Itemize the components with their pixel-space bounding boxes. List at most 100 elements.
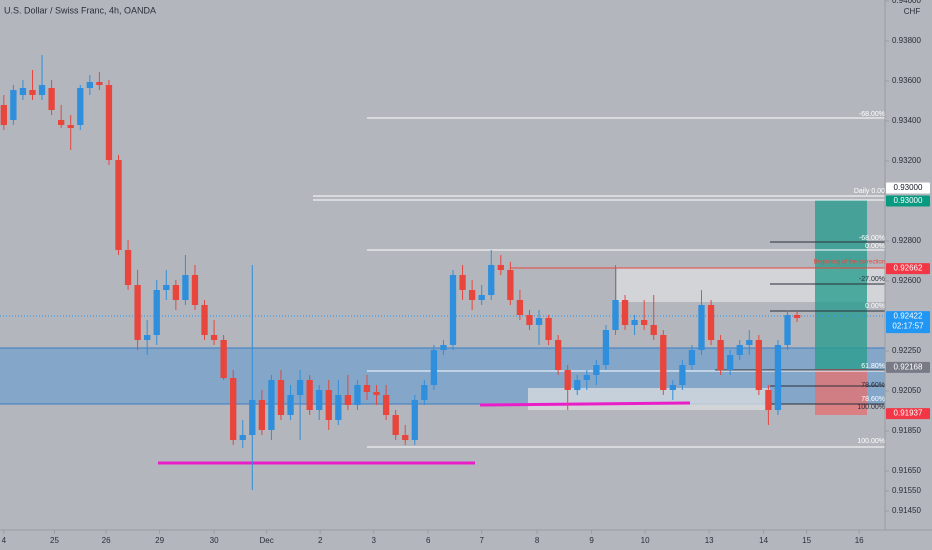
candle-body xyxy=(363,385,371,392)
y-tick-label: 0.91650 xyxy=(892,466,921,475)
candle-body xyxy=(669,385,676,390)
candle-body xyxy=(172,285,180,300)
currency: CHF xyxy=(904,7,921,16)
price-label: 0.92422 xyxy=(894,312,923,321)
x-tick-label: 6 xyxy=(426,536,431,545)
y-tick-label: 0.93400 xyxy=(892,116,921,125)
candle-body xyxy=(545,318,552,340)
candle-body xyxy=(516,300,524,315)
candle-body xyxy=(77,88,84,125)
x-tick-label: 26 xyxy=(102,536,111,545)
candle-body xyxy=(593,365,600,375)
y-tick-label: 0.92250 xyxy=(892,346,921,355)
x-tick-label: 29 xyxy=(155,536,164,545)
x-tick-label: Dec xyxy=(260,536,274,545)
candle-body xyxy=(430,350,438,385)
candle-body xyxy=(144,335,151,340)
candle-body xyxy=(602,330,610,365)
candle-body xyxy=(58,120,65,125)
fib-label: 100.00% xyxy=(857,404,885,411)
price-label-box xyxy=(886,408,930,420)
candle-body xyxy=(478,295,485,300)
candle-body xyxy=(287,395,294,415)
candle-body xyxy=(727,355,734,370)
candle-body xyxy=(468,290,476,300)
candle-body xyxy=(296,380,304,395)
price-label-box xyxy=(886,195,930,207)
y-tick-label: 0.91550 xyxy=(892,486,921,495)
x-tick-label: 30 xyxy=(210,536,219,545)
candle-body xyxy=(29,90,36,95)
candle-body xyxy=(411,400,418,440)
price-label-box xyxy=(886,311,930,334)
candle-body xyxy=(382,395,390,415)
candle-body xyxy=(105,85,113,160)
candles xyxy=(0,55,801,490)
candle-body xyxy=(67,125,74,128)
x-tick-label: 2 xyxy=(318,536,323,545)
candle-body xyxy=(86,82,93,88)
price-label: 0.93000 xyxy=(894,196,923,205)
fib-lines-dark xyxy=(715,241,885,405)
candle-body xyxy=(153,290,160,335)
candle-body xyxy=(316,390,323,410)
annotation: Beginning of the correction xyxy=(814,260,885,266)
x-tick-label: 8 xyxy=(535,536,540,545)
y-tick-label: 0.93800 xyxy=(892,36,921,45)
x-tick-label: 14 xyxy=(759,536,768,545)
price-label: 0.93000 xyxy=(894,183,923,192)
candle-body xyxy=(449,275,457,345)
price-label: 0.91937 xyxy=(894,409,923,418)
candle-body xyxy=(660,335,667,390)
candle-body xyxy=(182,275,189,300)
candle-body xyxy=(249,400,256,435)
candle-body xyxy=(373,392,380,395)
candle-body xyxy=(459,275,466,290)
candle-body xyxy=(736,345,743,355)
x-tick-label: 3 xyxy=(371,536,376,545)
candle-body xyxy=(535,318,543,325)
candle-body xyxy=(48,88,55,110)
candle-body xyxy=(201,305,208,335)
y-tick-label: 0.94000 xyxy=(892,0,921,5)
candle-body xyxy=(774,345,782,410)
candle-body xyxy=(641,320,648,325)
candle-body xyxy=(440,345,447,350)
candle-body xyxy=(325,390,332,420)
candle-body xyxy=(621,300,629,325)
price-label-box xyxy=(886,182,930,194)
candle-body xyxy=(402,435,409,440)
candle-body xyxy=(784,315,791,345)
fib-box xyxy=(528,388,770,410)
candle-body xyxy=(526,315,533,325)
y-tick-label: 0.91450 xyxy=(892,506,921,515)
candle-body xyxy=(277,380,285,415)
candle-body xyxy=(115,160,122,250)
y-tick-label: 0.93200 xyxy=(892,156,921,165)
candle-body xyxy=(124,250,132,285)
candle-body xyxy=(650,325,657,335)
candle-body xyxy=(268,380,275,430)
fib-label: -68.00% xyxy=(859,111,885,118)
candle-body xyxy=(755,340,762,390)
candle-body xyxy=(554,340,562,370)
candle-body xyxy=(564,370,571,390)
fib-label: -27.00% xyxy=(859,276,885,283)
price-label-box xyxy=(886,361,930,373)
price-label-box xyxy=(886,263,930,275)
fib-label: -68.00% xyxy=(859,235,885,242)
y-tick-label: 0.92800 xyxy=(892,236,921,245)
countdown: 02:17:57 xyxy=(892,322,924,331)
candle-body xyxy=(707,305,715,340)
candle-body xyxy=(679,365,686,385)
fib-label: 100.00% xyxy=(857,438,885,445)
candle-body xyxy=(583,375,590,380)
candle-body xyxy=(497,265,504,270)
x-tick-label: 25 xyxy=(50,536,59,545)
fib-label: 78.60% xyxy=(861,382,885,389)
candle-body xyxy=(230,378,237,440)
chart-title: U.S. Dollar / Swiss Franc, 4h, OANDA xyxy=(4,5,156,15)
y-tick-label: 0.91850 xyxy=(892,426,921,435)
